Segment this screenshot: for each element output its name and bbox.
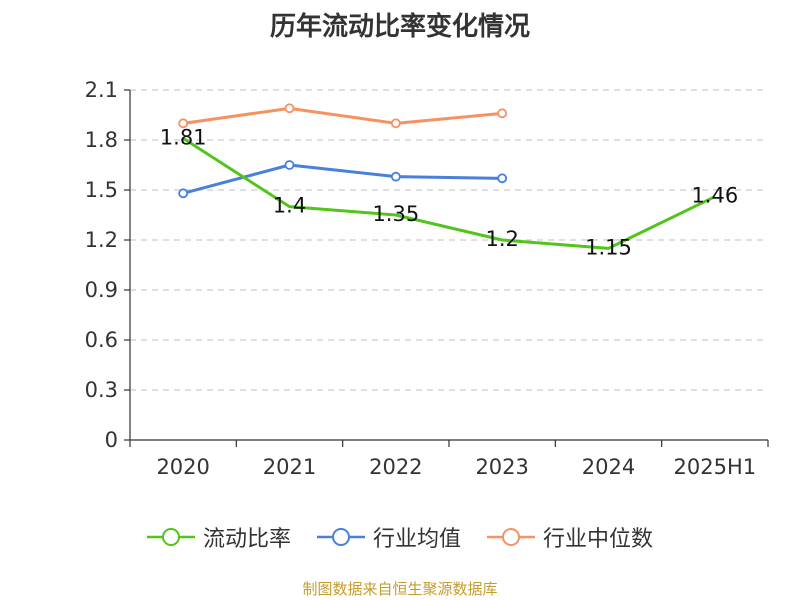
data-label: 1.46 — [691, 184, 738, 208]
y-tick-label: 0.9 — [85, 278, 118, 302]
data-point — [284, 160, 295, 170]
x-tick-label: 2023 — [475, 455, 528, 479]
y-tick-label: 0.6 — [85, 328, 118, 352]
data-label: 1.15 — [585, 235, 632, 259]
legend-swatch-marker — [502, 528, 520, 546]
x-tick-label: 2020 — [156, 455, 209, 479]
data-label: 1.2 — [485, 227, 518, 251]
legend-item: 行业均值 — [316, 521, 461, 553]
data-point — [390, 118, 401, 129]
y-tick-label: 0 — [105, 428, 118, 452]
data-point — [497, 173, 508, 184]
legend-swatch — [487, 528, 535, 546]
data-label: 1.35 — [372, 202, 419, 226]
data-label: 1.81 — [160, 125, 207, 149]
grid-lines — [130, 89, 768, 391]
data-point — [284, 103, 295, 114]
x-tick-label: 2021 — [263, 455, 316, 479]
x-tick-label: 2024 — [582, 455, 635, 479]
source-note: 制图数据来自恒生聚源数据库 — [302, 580, 498, 598]
y-tick-label: 1.8 — [85, 128, 118, 152]
x-tick-label: 2025H1 — [674, 455, 757, 479]
series-line-2 — [182, 106, 503, 125]
legend-item: 行业中位数 — [487, 521, 653, 553]
series-line-1 — [182, 163, 503, 195]
y-tick-label: 1.5 — [85, 178, 118, 202]
y-tick-label: 2.1 — [85, 78, 118, 102]
data-point — [178, 188, 189, 199]
series-lines — [178, 103, 716, 250]
axes: 0 0.3 0.6 0.9 1.2 1.5 1.8 2.1 2020 2021 2022 2023 20… — [85, 78, 769, 479]
legend: 流动比率 行业均值 行业中位数 — [0, 520, 800, 554]
chart-title: 历年流动比率变化情况 — [269, 12, 530, 42]
data-point — [178, 118, 189, 129]
data-point — [497, 108, 508, 119]
x-tick-label: 2022 — [369, 455, 422, 479]
legend-swatch-marker — [161, 528, 180, 546]
legend-item: 流动比率 — [146, 521, 291, 553]
legend-swatch — [146, 528, 195, 546]
legend-label: 流动比率 — [202, 527, 291, 552]
legend-label: 行业均值 — [372, 527, 461, 552]
legend-swatch — [316, 528, 365, 546]
data-point — [390, 171, 401, 182]
y-tick-label: 0.3 — [85, 378, 118, 402]
data-labels: 1.81 1.4 1.35 1.2 1.15 1.46 — [160, 125, 738, 259]
y-tick-label: 1.2 — [85, 228, 118, 252]
data-label: 1.4 — [273, 194, 306, 218]
legend-swatch-marker — [331, 528, 350, 546]
series-line-0 — [182, 137, 716, 250]
legend-label: 行业中位数 — [543, 527, 654, 552]
